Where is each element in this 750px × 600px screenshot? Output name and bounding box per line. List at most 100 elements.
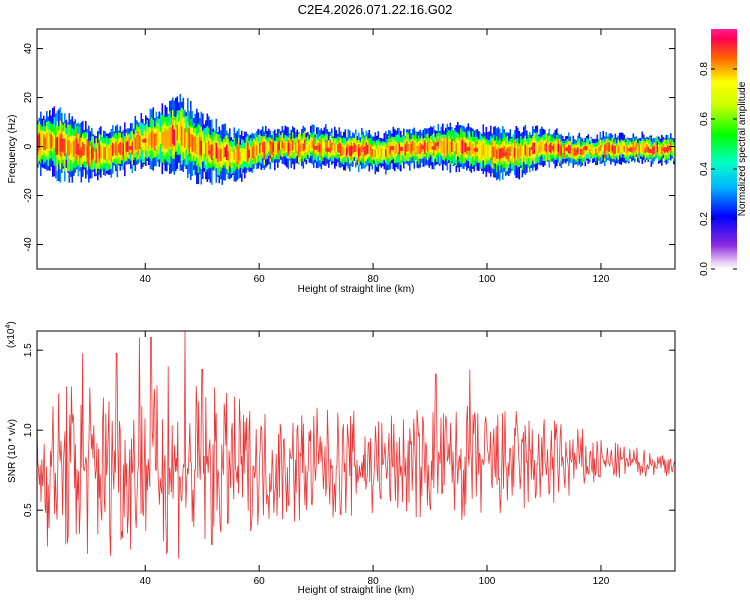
colorbar: 0.0 0.2 0.4 0.6 0.8 Normalized spectral ampl… bbox=[699, 29, 748, 276]
ridge-cell bbox=[580, 148, 582, 155]
ridge-cell bbox=[640, 144, 642, 153]
ridge-cell bbox=[404, 145, 407, 155]
ridge-cell bbox=[46, 132, 48, 149]
ridge-cell bbox=[296, 142, 299, 151]
ridge-cell bbox=[146, 133, 149, 145]
ridge-cell bbox=[415, 139, 417, 152]
ridge-cell bbox=[142, 136, 144, 151]
ridge-cell bbox=[556, 143, 558, 152]
ridge-cell bbox=[139, 135, 141, 149]
ridge-cell bbox=[277, 143, 279, 154]
ridge-cell bbox=[658, 146, 660, 154]
ridge-cell bbox=[455, 143, 458, 155]
ridge-cell bbox=[286, 141, 288, 153]
ridge-cell bbox=[274, 144, 276, 155]
ridge-cell bbox=[535, 143, 537, 154]
ridge-cell bbox=[500, 147, 503, 158]
ridge-cell bbox=[184, 128, 186, 148]
ridge-cell bbox=[308, 144, 311, 153]
ridge-cell bbox=[232, 152, 234, 163]
ridge-cell bbox=[374, 149, 377, 157]
ridge-cell bbox=[577, 147, 579, 155]
ridge-cell bbox=[440, 141, 443, 150]
ridge-cell bbox=[538, 145, 540, 154]
ridge-cell bbox=[593, 147, 596, 155]
ridge-cell bbox=[158, 131, 161, 148]
snr-ylabel: SNR (10 * v/v) bbox=[7, 419, 18, 483]
ridge-cell bbox=[121, 142, 123, 156]
ridge-cell bbox=[634, 146, 636, 153]
ridge-cell bbox=[73, 140, 75, 157]
x-tick-label: 100 bbox=[479, 576, 496, 587]
ridge-cell bbox=[448, 139, 450, 151]
ridge-cell bbox=[67, 140, 69, 155]
ridge-cell bbox=[200, 140, 203, 156]
ridge-cell bbox=[326, 142, 329, 151]
ridge-cell bbox=[671, 145, 674, 151]
ridge-cell bbox=[223, 146, 225, 159]
ridge-cell bbox=[649, 143, 651, 152]
y-tick-label: 1.0 bbox=[23, 423, 34, 437]
ridge-cell bbox=[457, 137, 459, 152]
ridge-cell bbox=[343, 146, 345, 156]
ridge-cell bbox=[164, 127, 167, 149]
ridge-cell bbox=[571, 149, 573, 156]
ridge-cell bbox=[623, 145, 626, 152]
ridge-cell bbox=[494, 146, 497, 158]
ridge-cell bbox=[394, 145, 396, 155]
ridge-cell bbox=[307, 139, 309, 152]
ridge-cell bbox=[278, 141, 281, 151]
ridge-cell bbox=[191, 134, 194, 153]
ridge-cell bbox=[563, 146, 566, 155]
ridge-cell bbox=[509, 146, 512, 157]
ridge-cell bbox=[334, 143, 336, 153]
ridge-cell bbox=[524, 144, 527, 156]
ridge-cell bbox=[161, 131, 164, 146]
ridge-cell bbox=[547, 142, 549, 153]
ridge-cell bbox=[655, 145, 657, 152]
ridge-cell bbox=[49, 131, 51, 150]
ridge-cell bbox=[289, 142, 291, 152]
ridge-cell bbox=[506, 147, 509, 160]
y-tick-label: -20 bbox=[23, 188, 34, 203]
ridge-cell bbox=[583, 147, 585, 155]
ridge-cell bbox=[359, 146, 362, 156]
ridge-cell bbox=[517, 147, 519, 158]
spectrogram-axes: 40 60 80 100 120 40 20 0 -20 -40 bbox=[23, 29, 675, 285]
ridge-cell bbox=[490, 145, 492, 158]
ridge-cell bbox=[373, 145, 375, 155]
ridge-cell bbox=[364, 148, 366, 156]
ridge-cell bbox=[472, 143, 474, 154]
colorbar-tick-label: 0.8 bbox=[699, 62, 710, 76]
ridge-cell bbox=[353, 142, 356, 152]
ridge-cell bbox=[238, 146, 240, 161]
ridge-cell bbox=[242, 148, 245, 161]
snr-series-line bbox=[37, 331, 675, 559]
ridge-cell bbox=[425, 142, 428, 151]
ridge-cell bbox=[406, 141, 408, 152]
ridge-cell bbox=[175, 127, 177, 142]
ridge-cell bbox=[76, 139, 78, 154]
ridge-cell bbox=[304, 139, 306, 150]
ridge-cell bbox=[107, 147, 110, 161]
ridge-cell bbox=[82, 142, 84, 156]
ridge-cell bbox=[154, 133, 156, 151]
ridge-cell bbox=[124, 142, 126, 156]
ridge-cell bbox=[526, 146, 528, 157]
colorbar-tick-label: 0.4 bbox=[699, 162, 710, 176]
ridge-cell bbox=[173, 129, 176, 146]
ridge-cell bbox=[659, 147, 662, 155]
ridge-cell bbox=[197, 141, 200, 156]
ridge-cell bbox=[467, 139, 470, 152]
ridge-cell bbox=[250, 147, 252, 159]
ridge-cell bbox=[355, 144, 357, 153]
ridge-cell bbox=[214, 144, 216, 157]
ridge-cell bbox=[266, 142, 269, 154]
ridge-cell bbox=[74, 137, 77, 155]
ridge-cell bbox=[244, 148, 246, 162]
ridge-cell bbox=[323, 142, 326, 151]
ridge-cell bbox=[62, 138, 65, 153]
ridge-cell bbox=[349, 145, 351, 157]
ridge-cell bbox=[311, 140, 314, 149]
ridge-cell bbox=[298, 143, 300, 153]
